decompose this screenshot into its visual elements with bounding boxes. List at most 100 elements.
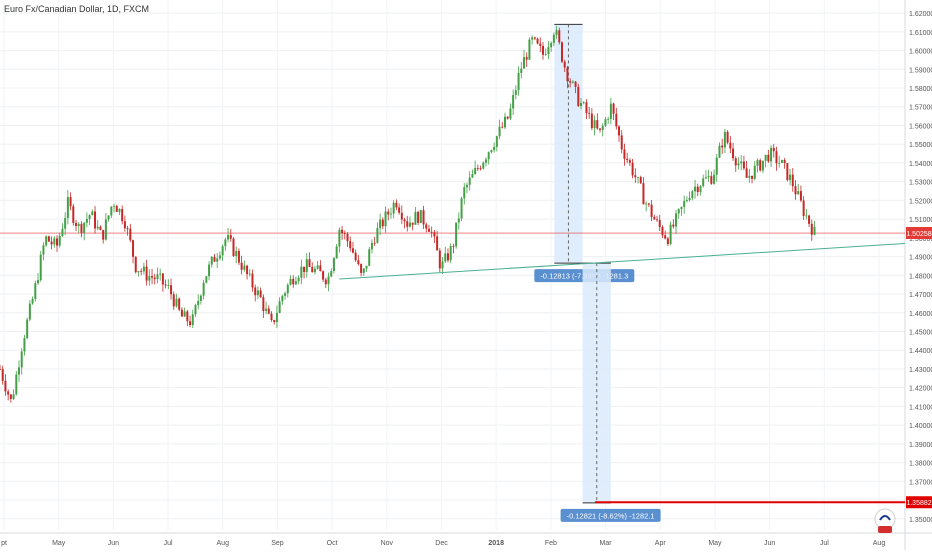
y-tick-label: 1.62000: [909, 11, 932, 18]
y-tick-label: 1.40000: [909, 423, 932, 430]
candle-body: [626, 158, 629, 161]
x-tick-label: May: [52, 540, 66, 547]
candle-body: [609, 103, 612, 119]
candle-body: [248, 273, 251, 275]
candle-body: [425, 224, 428, 229]
candle-body: [115, 205, 118, 212]
candle-body: [118, 209, 121, 212]
candle-body: [794, 186, 797, 195]
candle-body: [566, 67, 569, 82]
candle-body: [433, 232, 436, 237]
candle-body: [718, 145, 721, 158]
candle-body: [406, 221, 409, 227]
candle-body: [457, 218, 460, 223]
candle-body: [563, 61, 566, 68]
candle-body: [186, 311, 189, 322]
candle-body: [599, 128, 602, 130]
y-tick-label: 1.56000: [909, 123, 932, 130]
support-trendline: [339, 242, 906, 280]
price-range-label: -0.12821 (-8.62%) -1282.1: [567, 511, 655, 520]
candle-body: [471, 173, 474, 178]
candle-body: [468, 177, 471, 185]
candle-body: [408, 222, 411, 227]
candle-body: [618, 126, 621, 136]
candle-body: [148, 276, 151, 281]
candle-body: [490, 150, 493, 153]
x-tick-label: Apr: [655, 540, 667, 547]
candle-body: [479, 168, 482, 170]
candle-body: [417, 211, 420, 223]
candle-body: [232, 238, 235, 257]
y-tick-label: 1.61000: [909, 30, 932, 37]
candle-body: [642, 183, 645, 205]
candle-body: [237, 250, 240, 263]
candle-body: [737, 163, 740, 166]
candle-body: [343, 233, 346, 234]
candle-body: [346, 233, 349, 242]
candle-body: [56, 238, 59, 246]
candle-body: [142, 266, 145, 272]
candle-body: [506, 116, 509, 119]
candle-body: [80, 223, 83, 233]
target-price-tag-bg: [906, 496, 932, 509]
candle-body: [289, 278, 292, 285]
candle-body: [47, 236, 50, 242]
candle-body: [623, 149, 626, 159]
candle-body: [512, 94, 515, 109]
candle-body: [802, 200, 805, 216]
candle-body: [281, 295, 284, 302]
candle-body: [704, 177, 707, 179]
candle-body: [414, 211, 417, 225]
candle-body: [170, 285, 173, 295]
candle-body: [202, 282, 205, 296]
candle-body: [50, 241, 53, 245]
candle-body: [400, 212, 403, 220]
candle-body: [637, 177, 640, 178]
candle-body: [753, 165, 756, 179]
candle-body: [702, 178, 705, 187]
candle-body: [42, 245, 45, 255]
candle-body: [153, 277, 156, 280]
price-range-label-bg: [560, 508, 661, 522]
candle-body: [240, 262, 243, 270]
candle-body: [487, 152, 490, 160]
candle-body: [745, 168, 748, 178]
candle-body: [107, 215, 110, 220]
candle-body: [647, 203, 650, 205]
candle-body: [94, 211, 97, 229]
y-tick-label: 1.55000: [909, 142, 932, 149]
x-tick-label: Nov: [381, 540, 394, 547]
candle-body: [18, 367, 21, 375]
candle-body: [354, 252, 357, 261]
y-tick-label: 1.39000: [909, 442, 932, 449]
candle-body: [588, 112, 591, 114]
candle-body: [332, 258, 335, 272]
candle-body: [577, 86, 580, 107]
candle-body: [164, 284, 167, 286]
candle-body: [691, 191, 694, 198]
candle-body: [430, 231, 433, 233]
candle-body: [28, 303, 31, 320]
candle-body: [389, 213, 392, 215]
candle-body: [484, 159, 487, 163]
candle-body: [20, 351, 23, 368]
candle-body: [284, 293, 287, 296]
candle-body: [536, 38, 539, 44]
candle-body: [452, 246, 455, 247]
candle-body: [305, 259, 308, 273]
candle-body: [813, 226, 816, 235]
candle-body: [140, 271, 143, 272]
candle-body: [509, 108, 512, 119]
candle-body: [639, 177, 642, 184]
target-price-tag: 1.35882: [906, 500, 931, 507]
y-tick-label: 1.50000: [909, 236, 932, 243]
x-tick-label: Jul: [164, 540, 173, 547]
candle-body: [742, 161, 745, 169]
candle-body: [761, 160, 764, 171]
candle-body: [601, 125, 604, 130]
candle-body: [631, 162, 634, 176]
candle-body: [58, 235, 61, 246]
candle-body: [224, 239, 227, 247]
